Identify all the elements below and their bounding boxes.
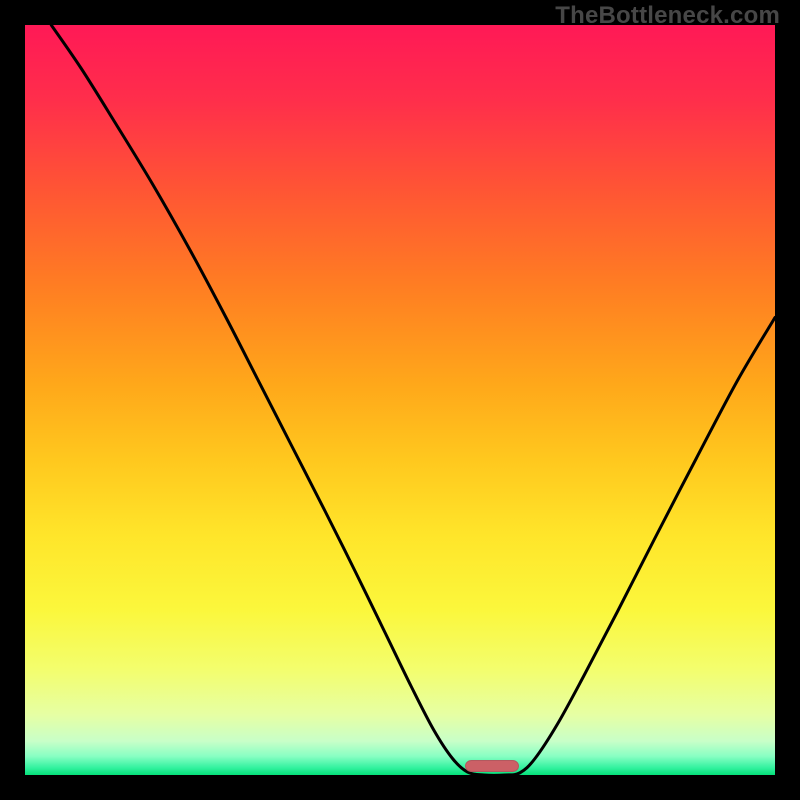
watermark-label: TheBottleneck.com (555, 2, 780, 30)
optimal-marker-svg (465, 760, 519, 772)
plot-area (25, 25, 775, 775)
optimal-zone-marker (465, 760, 519, 772)
optimal-marker-pill (465, 761, 518, 772)
plot-svg (25, 25, 775, 775)
chart-frame: TheBottleneck.com (0, 0, 800, 800)
